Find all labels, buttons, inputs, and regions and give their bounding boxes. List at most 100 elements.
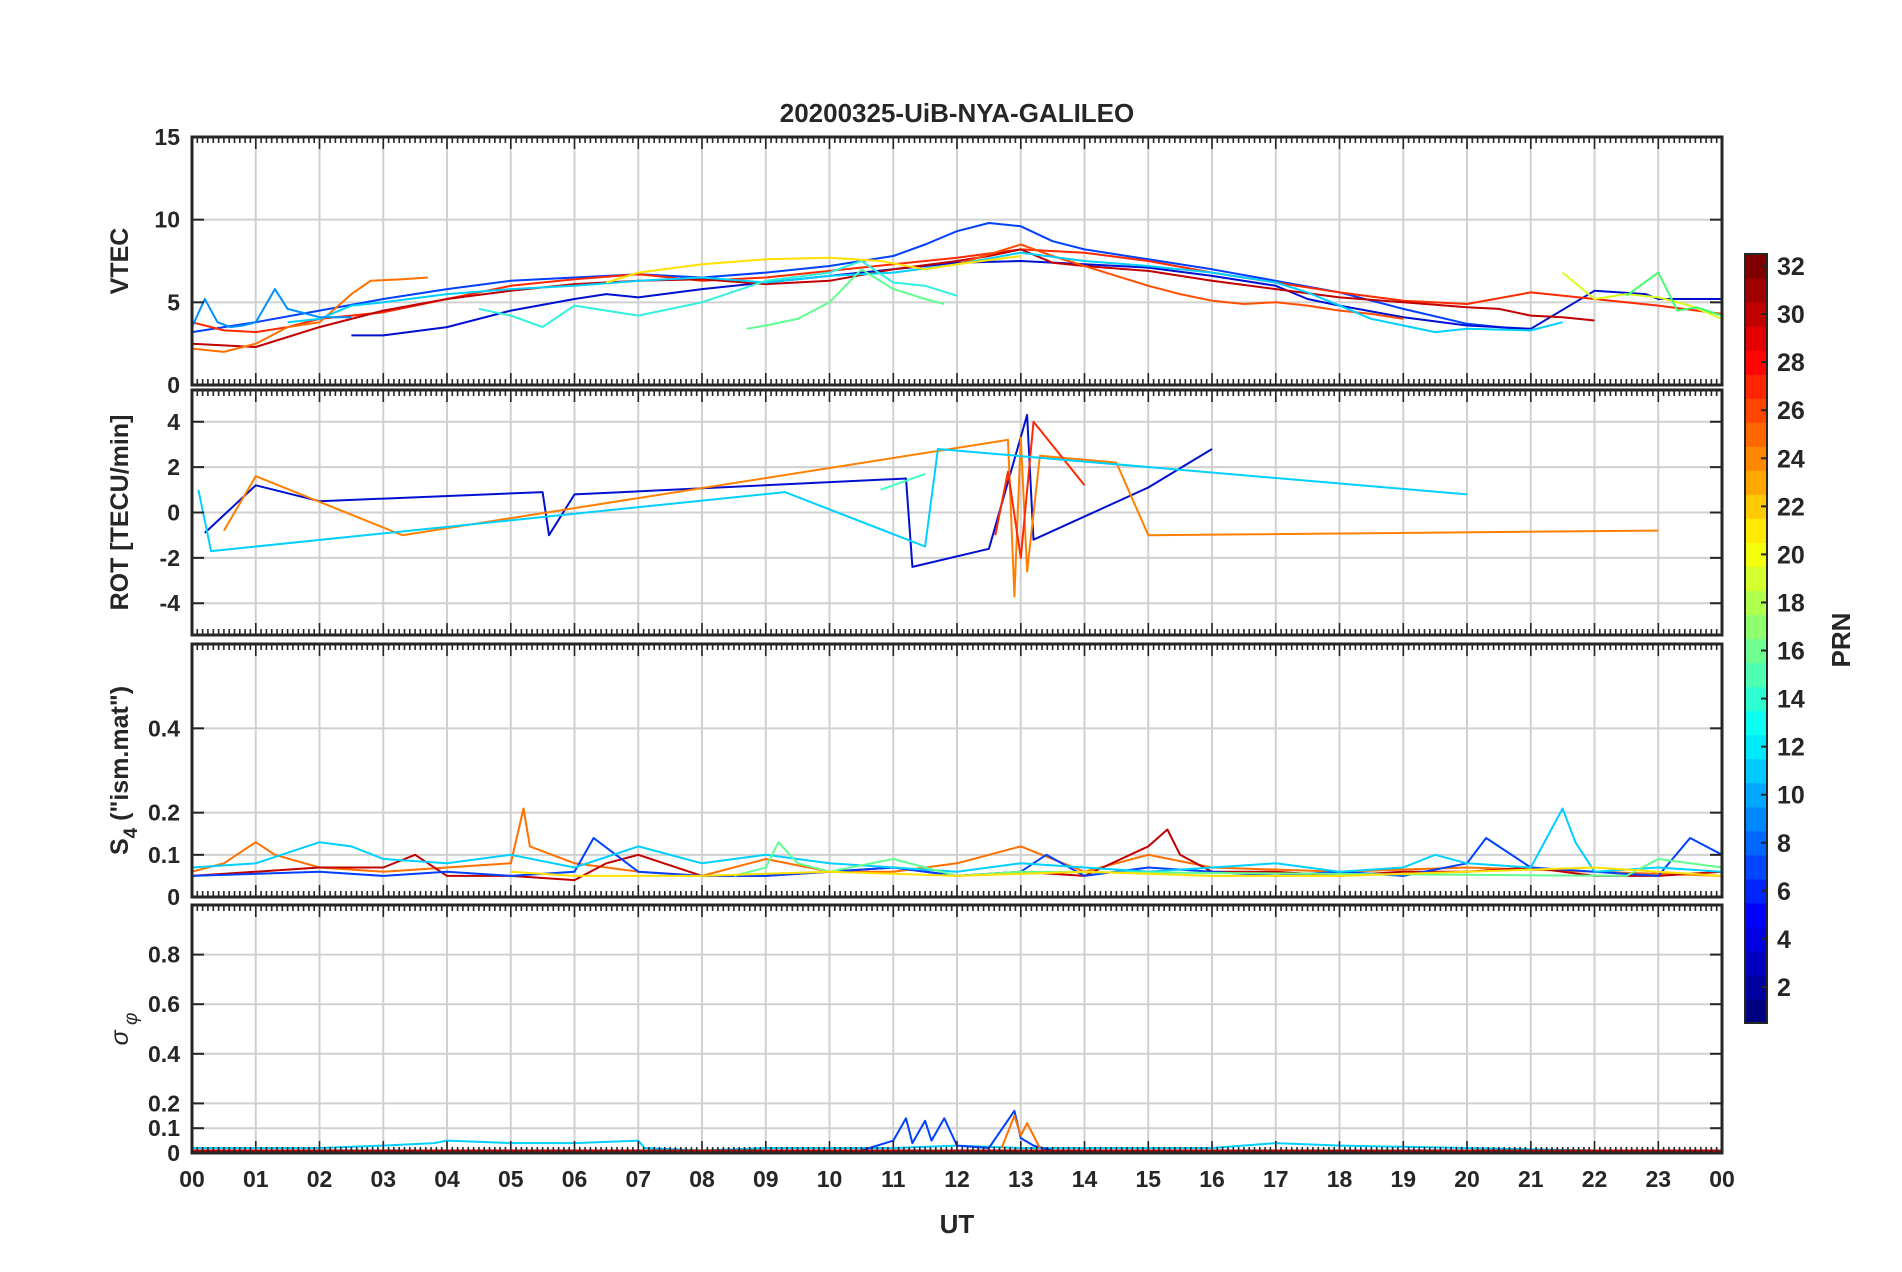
y-tick-label: 0.6	[148, 991, 180, 1017]
colorbar-box	[1744, 253, 1768, 1024]
colorbar-tick-label: 16	[1777, 638, 1805, 666]
colorbar-step	[1745, 326, 1767, 351]
colorbar-tick-label: 2	[1777, 974, 1791, 1002]
colorbar-step	[1745, 590, 1767, 616]
y-tick-label: 10	[154, 207, 180, 233]
y-tick-label: 0.2	[148, 800, 180, 826]
x-tick-label: 19	[1390, 1166, 1416, 1192]
colorbar-tick-label: 24	[1777, 445, 1805, 473]
colorbar-step	[1745, 926, 1767, 952]
x-tick-label: 16	[1199, 1166, 1225, 1192]
colorbar-label: PRN	[1826, 613, 1856, 668]
x-tick-label: 12	[944, 1166, 970, 1192]
colorbar-step	[1745, 614, 1767, 640]
colorbar-tick-label: 4	[1777, 926, 1791, 954]
x-ticks	[191, 644, 1723, 897]
y-tick-label: 4	[167, 409, 180, 435]
colorbar-tick-label: 10	[1777, 782, 1805, 810]
colorbar-step	[1745, 374, 1767, 399]
x-axis-label: UT	[940, 1209, 975, 1239]
colorbar-tick-label: 8	[1777, 830, 1791, 858]
colorbar-step	[1745, 854, 1767, 880]
x-tick-label: 10	[817, 1166, 843, 1192]
colorbar-step	[1745, 830, 1767, 856]
panel-rot: -4 -2 0 2 4 ROT [TECU/min]	[106, 388, 1724, 637]
x-tick-label: 15	[1135, 1166, 1161, 1192]
colorbar-step	[1745, 470, 1767, 495]
x-tick-label: 08	[689, 1166, 715, 1192]
x-tick-label: 03	[370, 1166, 396, 1192]
y-tick-label: -2	[160, 545, 180, 571]
x-tick-label: 13	[1008, 1166, 1034, 1192]
series-line-prn-23	[223, 436, 1659, 598]
colorbar-tick-label: 32	[1777, 253, 1805, 281]
y-tick-label: 0.1	[148, 842, 180, 868]
colorbar-step	[1745, 998, 1767, 1024]
y-tick-label: 0.2	[148, 1090, 180, 1116]
series-line-prn-25	[956, 243, 1404, 320]
y-tick-label: 0	[167, 884, 180, 910]
colorbar-step	[1745, 494, 1767, 519]
colorbar-step	[1745, 662, 1767, 688]
panel-sigma_phi: 00.10.2 0.4 0.6 0.8 σ φ 00 01 02 03 04 05 06 07 08 09 1…	[106, 903, 1735, 1192]
svg-text:ROT [TECU/min]: ROT [TECU/min]	[106, 415, 134, 611]
figure-title: 20200325-UiB-NYA-GALILEO	[780, 98, 1135, 128]
colorbar-tick-label: 18	[1777, 589, 1805, 617]
y-tick-label: -4	[160, 590, 181, 616]
x-tick-label: 06	[562, 1166, 588, 1192]
colorbar-step	[1745, 422, 1767, 447]
y-tick-label: 0	[167, 500, 180, 526]
y-axis-label: σ φ	[106, 1013, 142, 1046]
colorbar-step	[1745, 638, 1767, 664]
series-line-prn-12	[197, 448, 1468, 553]
colorbar-step	[1745, 974, 1767, 1000]
colorbar-tick-label: 14	[1777, 686, 1805, 714]
y-axis-label: VTEC	[106, 228, 134, 295]
x-tick-label: 01	[243, 1166, 269, 1192]
series-group	[197, 414, 1659, 598]
colorbar-step	[1745, 566, 1767, 592]
colorbar-step	[1745, 278, 1767, 303]
colorbar-step	[1745, 758, 1767, 784]
series-group	[192, 222, 1722, 353]
x-tick-label: 18	[1327, 1166, 1353, 1192]
colorbar-step	[1745, 398, 1767, 423]
colorbar-tick-label: 22	[1777, 493, 1805, 521]
series-line-prn-21	[510, 866, 1722, 877]
x-ticks	[191, 390, 1723, 635]
svg-text:σ φ: σ φ	[106, 1013, 142, 1046]
series-line-prn-30	[192, 248, 1595, 348]
x-tick-label: 09	[753, 1166, 779, 1192]
colorbar-step	[1745, 878, 1767, 904]
y-tick-label: 0	[167, 372, 180, 398]
colorbar-tick-label: 30	[1777, 301, 1805, 329]
colorbar-step	[1745, 350, 1767, 375]
y-tick-label: 0	[167, 1140, 180, 1166]
series-line-prn-13	[478, 260, 958, 329]
colorbar-step	[1745, 518, 1767, 543]
series-line-prn-10	[192, 288, 352, 329]
y-axis-label: S4 ("ism.mat")	[106, 686, 142, 855]
series-line-prn-3	[861, 1109, 1053, 1152]
series-line-prn-16	[1625, 271, 1722, 317]
colorbar-step	[1745, 710, 1767, 736]
x-tick-label: 05	[498, 1166, 524, 1192]
colorbar-tick-label: 12	[1777, 734, 1805, 762]
series-line-prn-24	[1000, 1114, 1041, 1149]
x-tick-label: 00	[179, 1166, 205, 1192]
panel-vtec: 0 5 10 15 VTEC	[106, 124, 1724, 398]
y-axis-label: ROT [TECU/min]	[106, 415, 134, 611]
colorbar-step	[1745, 446, 1767, 471]
colorbar-tick-label: 26	[1777, 397, 1805, 425]
y-tick-label: 0.4	[148, 1041, 180, 1067]
y-tick-label: 2	[167, 454, 180, 480]
y-tick-label: 0.1	[148, 1115, 180, 1141]
x-tick-label: 23	[1645, 1166, 1671, 1192]
series-line-prn-14	[880, 472, 926, 491]
series-line-prn-2	[204, 414, 1213, 568]
x-ticks	[191, 137, 1723, 385]
svg-text:VTEC: VTEC	[106, 228, 134, 295]
x-tick-label: 11	[881, 1166, 906, 1192]
x-ticks	[191, 905, 1723, 1153]
